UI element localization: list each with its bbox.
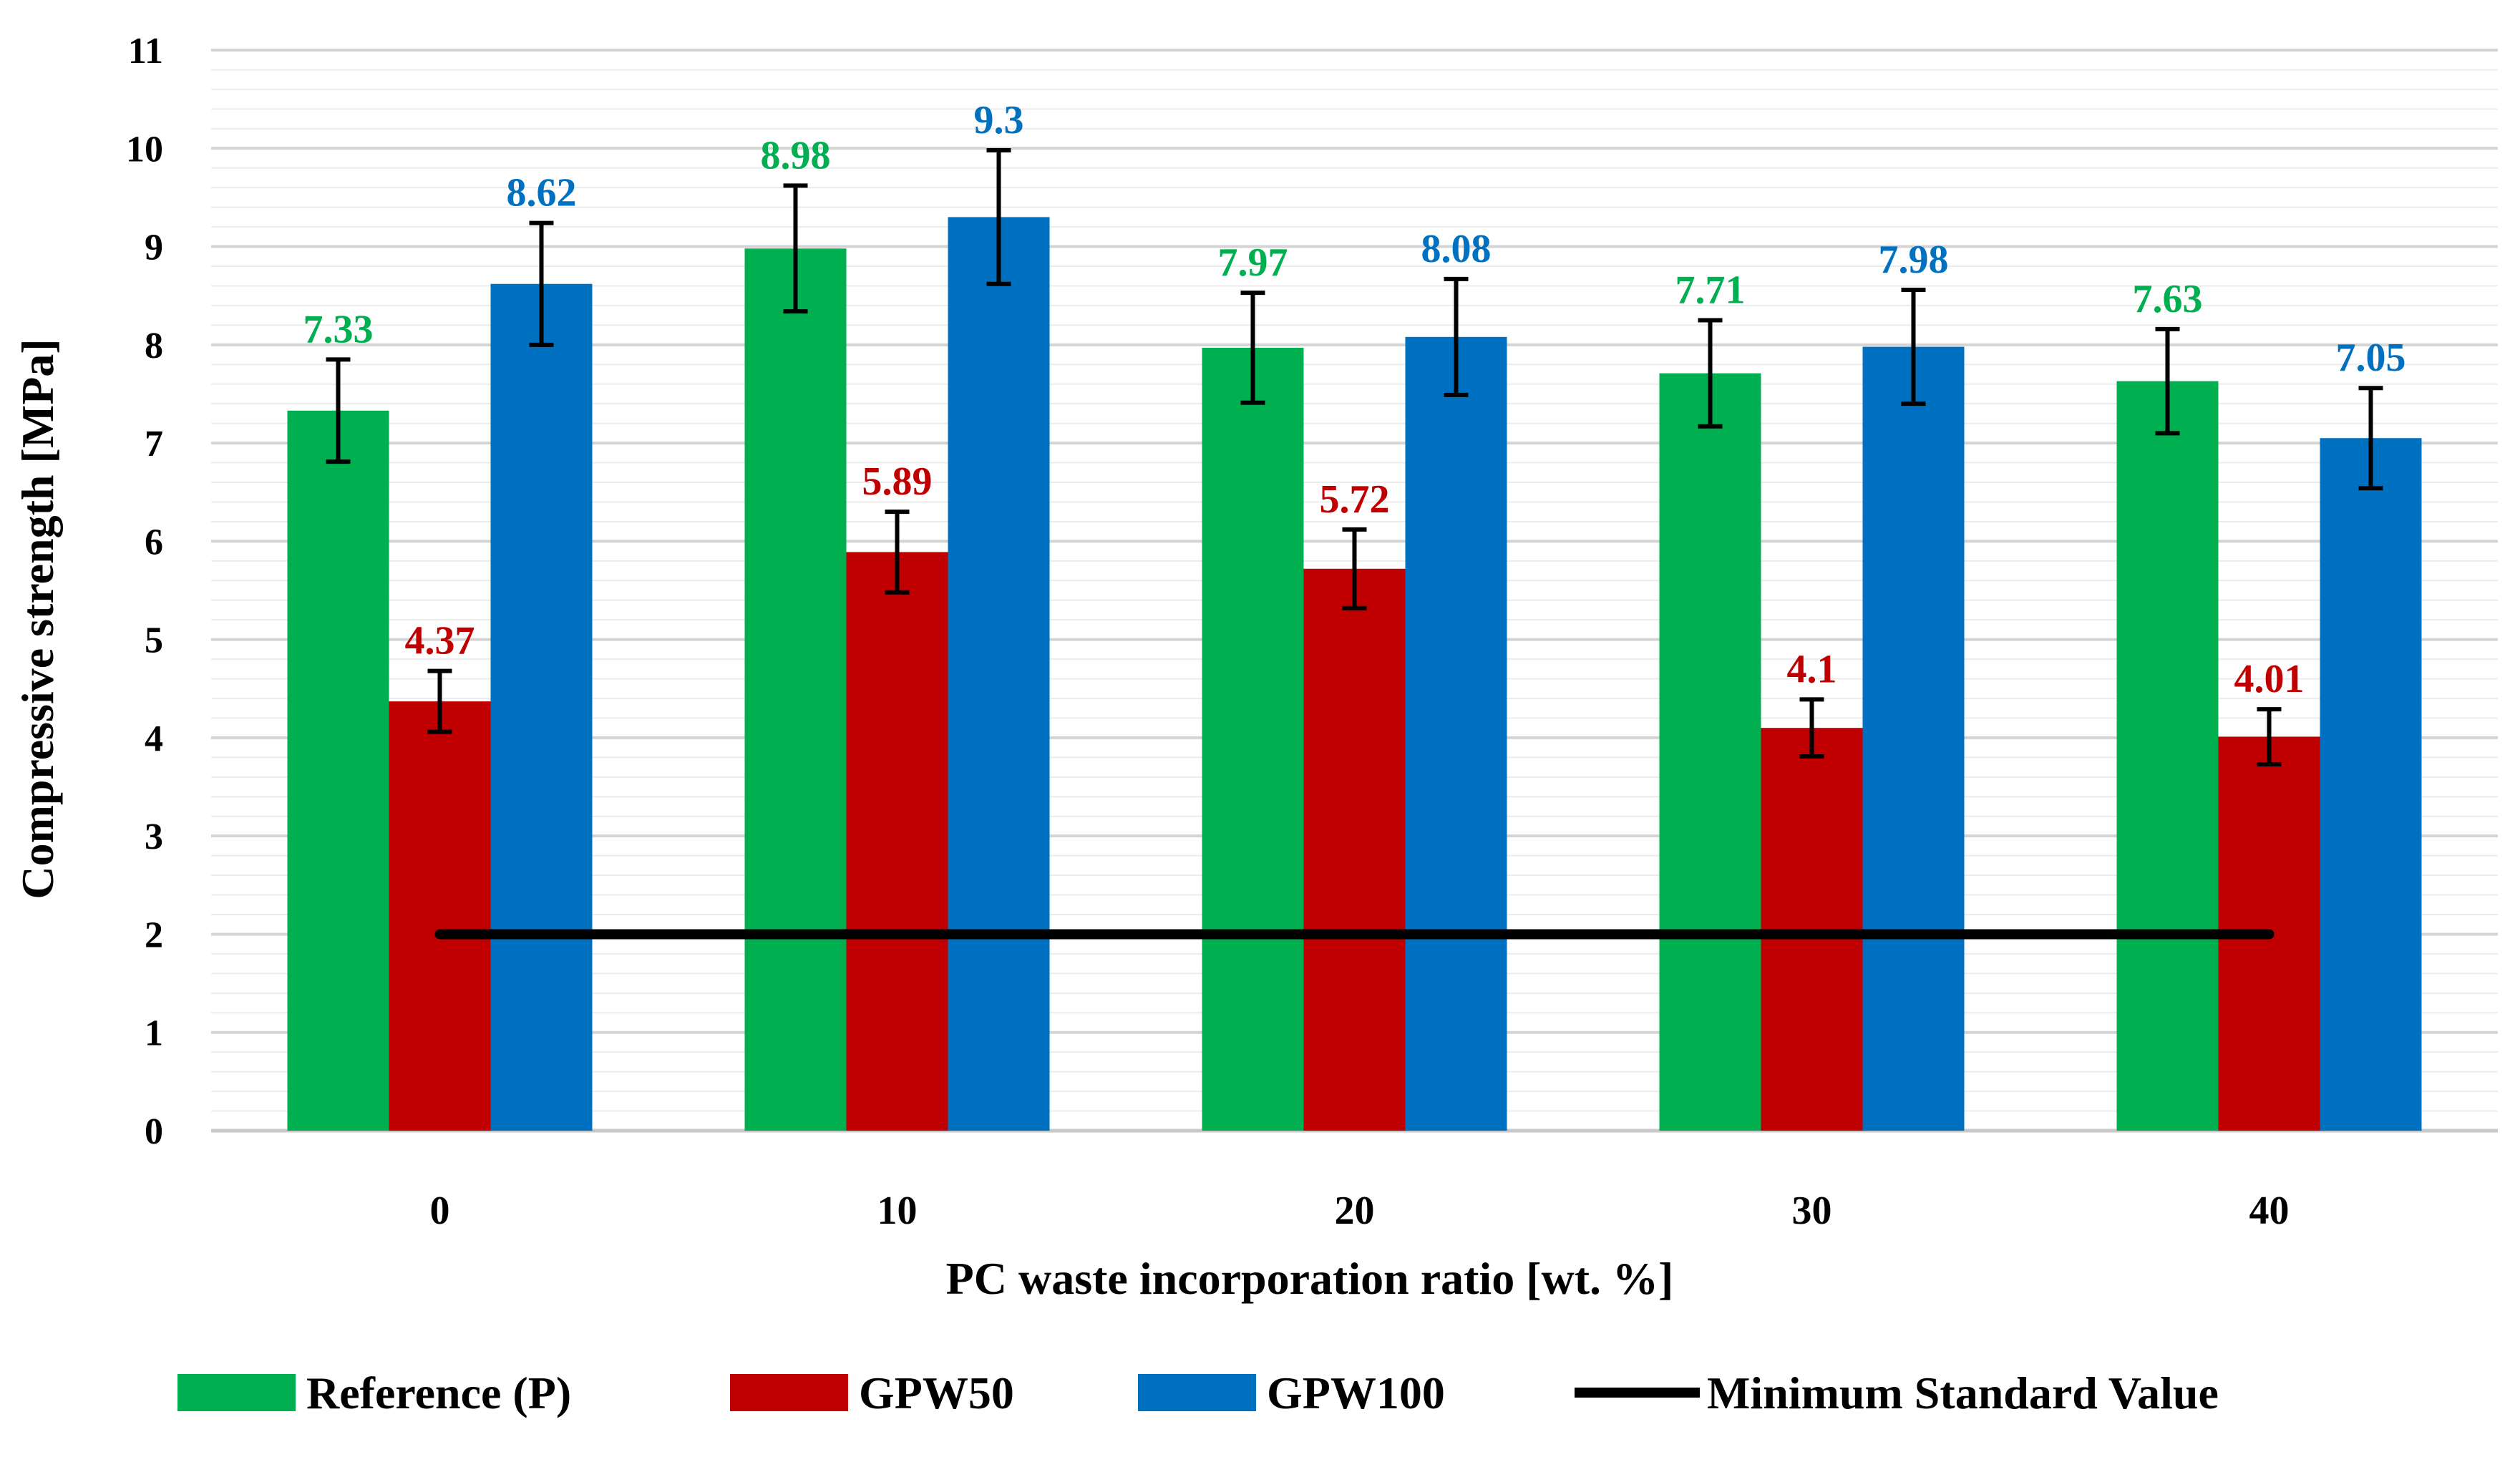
error-bar [2257,707,2282,766]
error-bar [783,183,808,314]
x-tick-label: 0 [430,1189,450,1233]
error-bar [1444,276,1469,397]
data-label: 5.89 [862,459,933,504]
error-bar [1901,287,1926,406]
legend-label-gpw50: GPW50 [859,1368,1014,1418]
y-tick-label: 8 [145,326,163,366]
error-bar [1342,527,1367,610]
y-tick-label: 3 [145,817,163,857]
x-tick-label: 20 [1335,1189,1375,1233]
bar-reference-p-30 [1659,373,1761,1131]
legend: Reference (P) GPW50 GPW100 Minimum Stand… [177,1368,2219,1418]
data-label: 7.05 [2336,336,2406,380]
bar-gpw100-0 [490,283,593,1131]
error-bar [427,668,452,734]
bar-gpw100-10 [948,217,1050,1131]
error-bar [2155,326,2180,436]
y-tick-label: 11 [128,31,163,72]
data-label: 8.08 [1421,227,1492,271]
y-tick-label: 7 [145,424,163,464]
legend-label-reference: Reference (P) [306,1368,571,1418]
error-bar [1240,291,1265,405]
error-bar [529,220,554,347]
y-tick-label: 5 [145,620,163,661]
y-axis-ticks: 0 1 2 3 4 5 6 7 8 9 10 11 [126,31,163,1152]
legend-swatch-gpw100 [1138,1374,1256,1411]
legend-swatch-gpw50 [730,1374,848,1411]
data-label: 4.01 [2234,657,2305,701]
x-tick-label: 10 [877,1189,918,1233]
bar-reference-p-0 [287,410,389,1131]
legend-label-min-standard: Minimum Standard Value [1707,1368,2219,1418]
data-label: 9.3 [974,98,1024,142]
data-label: 7.98 [1879,238,1949,282]
x-axis-title: PC waste incorporation ratio [wt. %] [946,1253,1674,1304]
error-bar [1698,318,1723,429]
data-labels: 7.33 4.37 8.62 8.98 5.89 9.3 7.97 5.72 8.08 7.71 4… [303,98,2406,701]
bar-gpw100-20 [1405,336,1507,1131]
legend-label-gpw100: GPW100 [1267,1368,1445,1418]
y-tick-label: 1 [145,1013,163,1054]
data-label: 4.37 [405,619,475,663]
x-tick-label: 30 [1792,1189,1832,1233]
error-bar [885,510,910,595]
y-tick-label: 9 [145,228,163,268]
bar-reference-p-20 [1202,347,1304,1131]
x-tick-label: 40 [2249,1189,2290,1233]
bar-gpw50-20 [1303,568,1406,1131]
bar-gpw50-0 [389,701,491,1131]
legend-swatch-reference [177,1374,296,1411]
data-label: 4.1 [1787,647,1837,691]
bar-reference-p-10 [744,248,847,1131]
data-label: 7.71 [1675,268,1746,313]
x-axis-ticks: 0 10 20 30 40 [430,1189,2290,1233]
error-bar [1799,697,1824,759]
data-label: 8.98 [761,133,831,177]
bar-gpw50-10 [846,552,948,1131]
data-label: 7.97 [1218,240,1288,285]
data-label: 5.72 [1320,477,1390,522]
bar-gpw100-30 [1862,346,1965,1131]
bar-gpw100-40 [2320,438,2422,1131]
y-tick-label: 2 [145,915,163,955]
data-label: 8.62 [507,171,577,215]
y-axis-title: Compressive strength [MPa] [12,338,63,899]
y-tick-label: 4 [145,718,163,759]
y-tick-label: 0 [145,1111,163,1152]
error-bar [986,148,1011,286]
bar-reference-p-40 [2116,381,2219,1131]
y-tick-label: 10 [126,129,163,170]
data-label: 7.33 [303,307,374,351]
error-bar [2358,386,2383,491]
error-bars [326,148,2383,766]
data-label: 7.63 [2133,277,2203,321]
error-bar [326,357,351,464]
y-tick-label: 6 [145,522,163,562]
